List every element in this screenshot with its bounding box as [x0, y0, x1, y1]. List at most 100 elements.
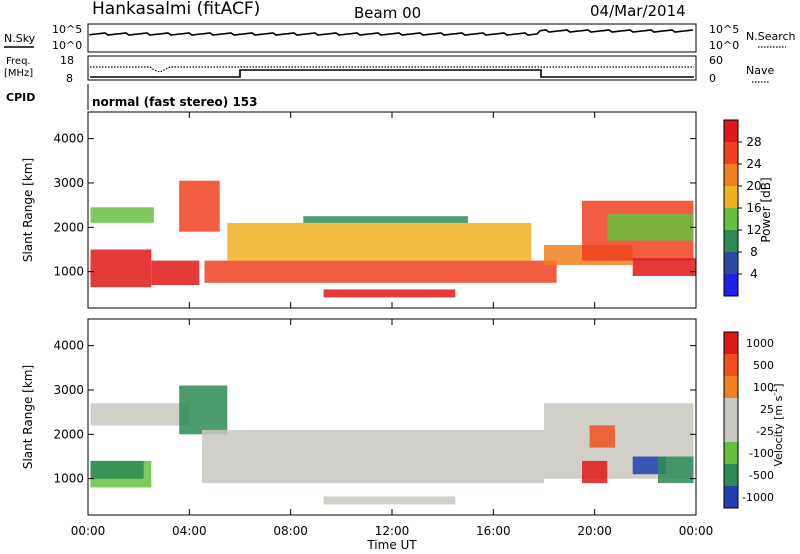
freq-label-1: Freq. — [6, 56, 31, 67]
velocity-colorbar-label: Velocity [m s-1] — [770, 383, 785, 466]
heatmap-region — [632, 258, 696, 276]
y-tick-label: 3000 — [53, 176, 84, 190]
velocity-colorbar: 1000 500 100 25 -25 -100 -500 -1000 — [723, 331, 774, 509]
y-tick-label: 4000 — [53, 132, 84, 146]
colorbar-tick-label: 20 — [746, 179, 761, 193]
x-tick-label: 08:00 — [273, 524, 308, 538]
xlabel: Time UT — [366, 538, 417, 552]
beam-title: Beam 00 — [354, 4, 421, 22]
y-tick-label: 2000 — [53, 427, 84, 441]
colorbar-swatch — [724, 332, 738, 354]
heatmap-region — [90, 403, 190, 426]
noise-right-top: 10^5 — [709, 23, 739, 36]
velocity-y-axis: 1000 2000 3000 4000 — [53, 339, 696, 486]
colorbar-swatch — [724, 142, 738, 164]
colorbar-tick-label: -100 — [749, 447, 774, 460]
heatmap-region — [204, 260, 557, 283]
colorbar-swatch — [724, 442, 738, 464]
colorbar-tick-label: 12 — [746, 223, 761, 237]
heatmap-region — [658, 456, 694, 484]
heatmap-region — [607, 214, 694, 241]
colorbar-tick-label: 4 — [750, 267, 758, 281]
freq-panel — [87, 55, 697, 81]
heatmap-region — [90, 207, 154, 223]
colorbar-tick-label: 100 — [753, 381, 774, 394]
x-tick-label: 20:00 — [577, 524, 612, 538]
colorbar-tick-label: -500 — [749, 469, 774, 482]
colorbar-swatch — [724, 274, 738, 296]
colorbar-swatch — [724, 486, 738, 508]
power-ylabel: Slant Range [km] — [21, 158, 35, 262]
colorbar-swatch — [724, 186, 738, 208]
noise-sky-series — [89, 29, 694, 36]
x-tick-label: 00:00 — [71, 524, 106, 538]
power-colorbar-label: Power [dB] — [759, 177, 773, 242]
x-tick-label: 12:00 — [375, 524, 410, 538]
colorbar-swatch — [724, 354, 738, 376]
colorbar-swatch — [724, 252, 738, 274]
heatmap-region — [151, 260, 200, 285]
heatmap-region — [90, 249, 152, 288]
y-tick-label: 2000 — [53, 220, 84, 234]
heatmap-region — [179, 180, 220, 232]
colorbar-tick-label: 25 — [760, 403, 774, 416]
date-title: 04/Mar/2014 — [590, 2, 686, 20]
power-colorbar: 4 8 12 16 20 24 28 — [723, 119, 762, 297]
nave-series — [90, 66, 694, 73]
nsearch-label: N.Search — [746, 30, 796, 43]
colorbar-frame — [723, 331, 739, 509]
heatmap-region — [589, 425, 615, 448]
colorbar-swatch — [724, 464, 738, 486]
x-tick-label: 16:00 — [476, 524, 511, 538]
colorbar-swatch — [724, 230, 738, 252]
freq-right-bottom: 0 — [709, 72, 716, 85]
power-heatmap — [90, 180, 696, 298]
time-axis: 00:00 04:00 08:00 12:00 16:00 20:00 00:00 — [71, 112, 714, 538]
heatmap-region — [632, 456, 666, 475]
colorbar-tick-label: 500 — [753, 359, 774, 372]
nsky-label: N.Sky — [4, 32, 36, 45]
heatmap-region — [303, 216, 468, 223]
freq-right-top: 60 — [709, 54, 723, 67]
freq-left-top: 18 — [60, 54, 74, 67]
colorbar-swatch — [724, 120, 738, 142]
power-y-axis: 1000 2000 3000 4000 — [53, 132, 696, 279]
x-tick-label: 00:00 — [679, 524, 714, 538]
colorbar-tick-label: -25 — [756, 425, 774, 438]
heatmap-region — [179, 385, 228, 435]
noise-left-bottom: 10^0 — [52, 39, 82, 52]
cpid-label: CPID — [6, 91, 35, 104]
noise-panel — [87, 23, 697, 53]
y-tick-label: 4000 — [53, 339, 84, 353]
heatmap-region — [323, 289, 456, 298]
heatmap-region — [227, 222, 532, 261]
station-title: Hankasalmi (fitACF) — [92, 0, 260, 19]
heatmap-region — [90, 460, 144, 479]
colorbar-swatch — [724, 420, 738, 442]
x-tick-label: 04:00 — [172, 524, 207, 538]
y-tick-label: 3000 — [53, 383, 84, 397]
colorbar-tick-label: -1000 — [742, 491, 774, 504]
nave-label: Nave — [746, 64, 774, 77]
colorbar-swatch — [724, 208, 738, 230]
freq-left-bottom: 8 — [66, 72, 73, 85]
heatmap-region — [323, 496, 456, 505]
colorbar-swatch — [724, 398, 738, 420]
velocity-heatmap — [90, 385, 694, 505]
colorbar-tick-label: 8 — [750, 245, 758, 259]
y-tick-label: 1000 — [53, 265, 84, 279]
colorbar-swatch — [724, 164, 738, 186]
noise-left-top: 10^5 — [52, 23, 82, 36]
noise-right-bottom: 10^0 — [709, 39, 739, 52]
y-tick-label: 1000 — [53, 472, 84, 486]
cpid-text: normal (fast stereo) 153 — [92, 95, 258, 109]
heatmap-region — [202, 429, 544, 484]
colorbar-tick-label: 28 — [746, 135, 761, 149]
colorbar-swatch — [724, 376, 738, 398]
velocity-ylabel: Slant Range [km] — [21, 365, 35, 469]
freq-series — [90, 69, 694, 78]
colorbar-tick-label: 16 — [746, 201, 761, 215]
colorbar-tick-label: 24 — [746, 157, 761, 171]
colorbar-tick-label: 1000 — [746, 337, 774, 350]
